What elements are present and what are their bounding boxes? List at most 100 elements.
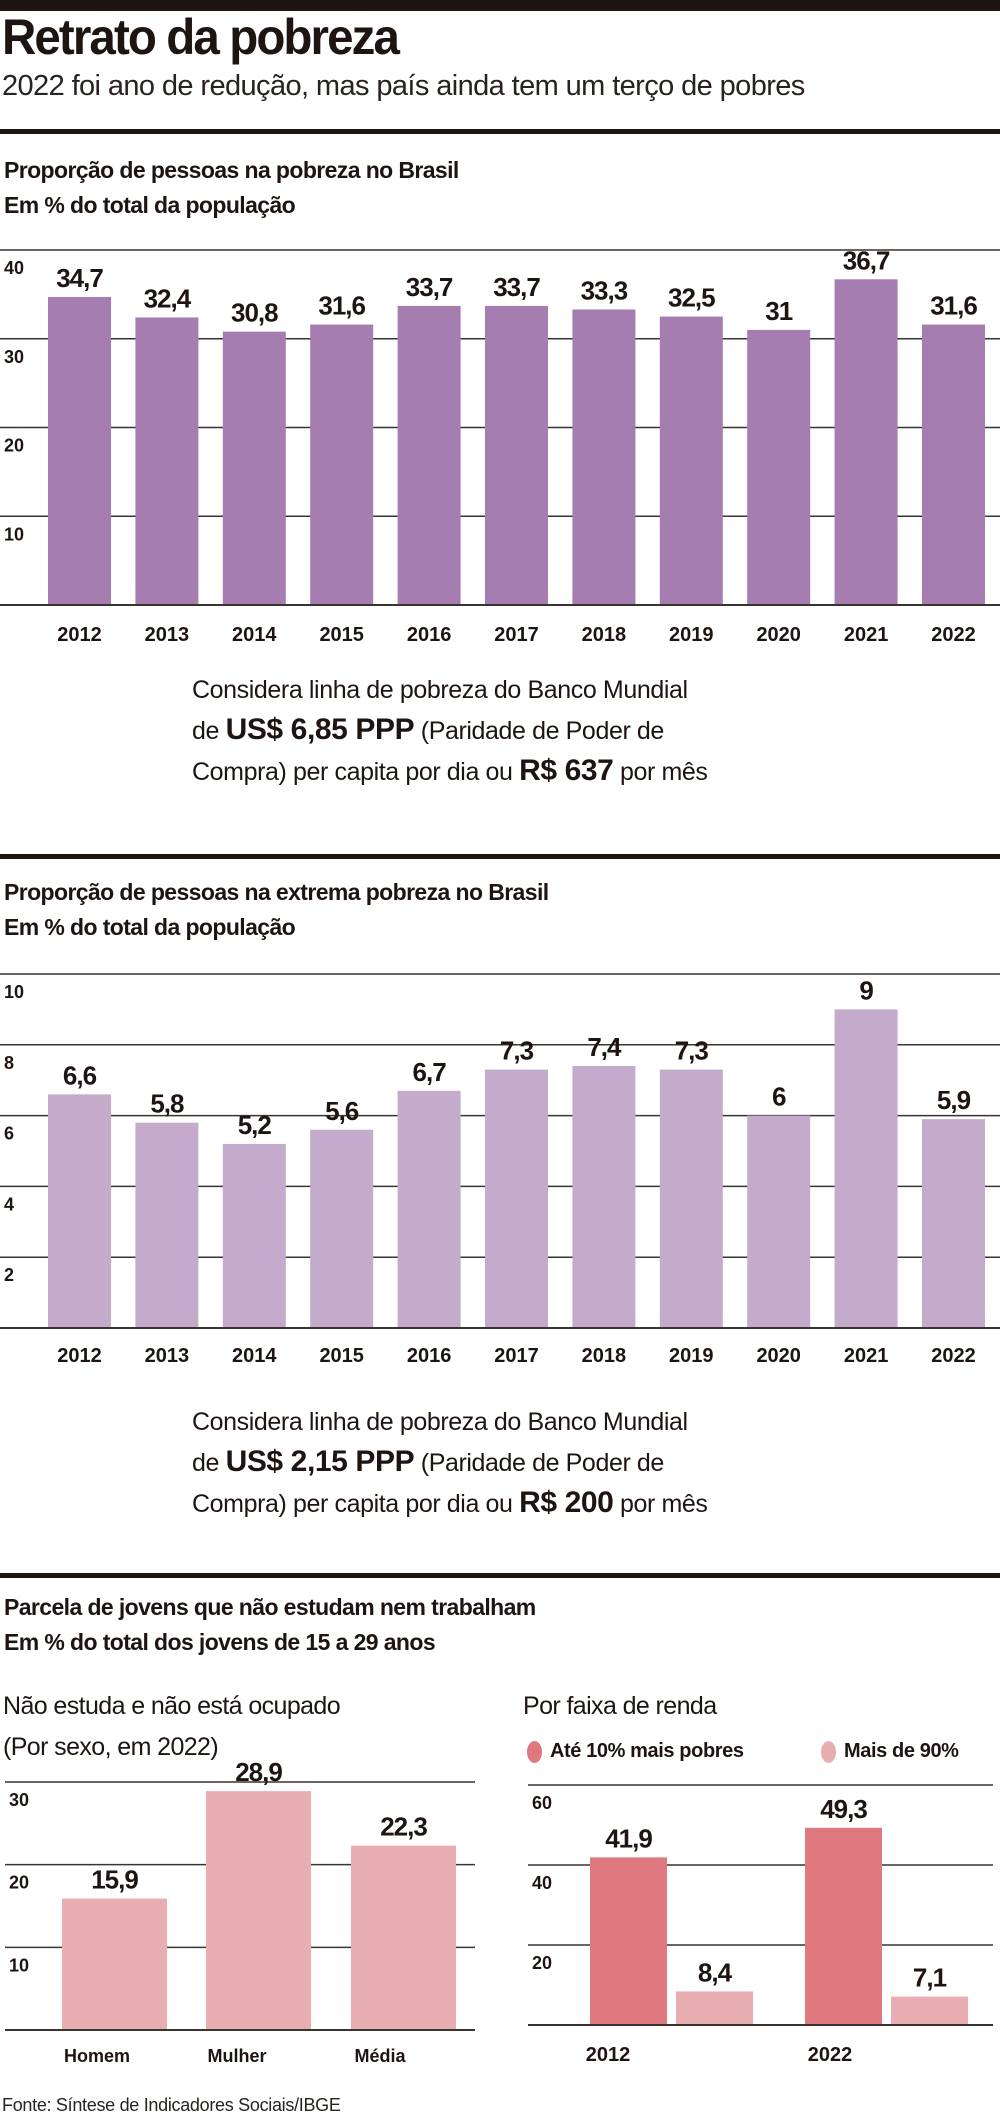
data-label: 5,2: [238, 1110, 272, 1140]
bar: [659, 1069, 723, 1328]
data-label: 33,7: [406, 272, 453, 302]
bar: [48, 1094, 111, 1328]
note-line: Compra) per capita por dia ou R$ 637 por…: [192, 751, 708, 792]
bar: [222, 1143, 286, 1328]
note-text: por mês: [613, 1490, 708, 1518]
note-text: por mês: [613, 758, 708, 786]
section-divider: [0, 129, 1000, 134]
x-tick-label: 2018: [582, 624, 627, 646]
note-text: (Paridade de Poder de: [414, 1449, 665, 1477]
bar: [485, 1069, 548, 1328]
left-chart-title: Não estuda e não está ocupado: [3, 1692, 341, 1720]
bar: [590, 1857, 667, 2025]
data-label: 31,6: [930, 291, 977, 321]
bar: [397, 1090, 461, 1328]
data-label: 5,9: [937, 1085, 971, 1115]
bar: [222, 331, 286, 605]
source-note: Fonte: Síntese de Indicadores Sociais/IB…: [2, 2095, 341, 2115]
x-tick-label: 2021: [844, 624, 889, 646]
x-tick-label: 2019: [669, 1345, 714, 1367]
bar: [310, 1129, 374, 1328]
data-label: 31,6: [318, 291, 365, 321]
bar: [659, 316, 723, 605]
bar: [485, 305, 548, 605]
x-tick-label: 2014: [232, 624, 277, 646]
x-tick-label: 2016: [407, 624, 452, 646]
data-label: 31: [765, 296, 792, 326]
bar: [922, 324, 985, 605]
data-label: 7,3: [675, 1036, 709, 1066]
x-tick-label: Homem: [64, 2046, 130, 2066]
note-highlight: R$ 637: [519, 754, 614, 787]
data-label: 28,9: [235, 1757, 282, 1787]
y-tick-label: 20: [9, 1873, 29, 1893]
x-tick-label: 2012: [57, 1345, 102, 1367]
bar: [206, 1791, 311, 2030]
data-label: 8,4: [698, 1957, 733, 1987]
page-title: Retrato da pobreza: [2, 9, 400, 65]
y-tick-label: 10: [4, 524, 24, 544]
bar: [922, 1119, 985, 1328]
bar: [891, 1996, 968, 2025]
data-label: 32,5: [668, 283, 715, 313]
legend-item-poorest: Até 10% mais pobres: [527, 1740, 744, 1763]
data-label: 33,3: [581, 275, 628, 305]
y-tick-label: 60: [532, 1793, 552, 1813]
note-highlight: R$ 200: [519, 1486, 614, 1519]
chart2-unit: Em % do total da população: [4, 914, 296, 940]
x-tick-label: 2019: [669, 624, 714, 646]
y-tick-label: 8: [4, 1053, 14, 1073]
data-label: 6,6: [63, 1060, 97, 1090]
x-tick-label: 2017: [494, 624, 539, 646]
note-line: Considera linha de pobreza do Banco Mund…: [192, 1408, 688, 1436]
legend-dot-icon: [821, 1740, 836, 1763]
data-label: 15,9: [91, 1865, 138, 1895]
y-tick-label: 10: [9, 1955, 29, 1975]
x-tick-label: 2014: [232, 1345, 277, 1367]
data-label: 6: [772, 1082, 786, 1112]
bar: [834, 279, 898, 605]
top-rule: [0, 0, 1000, 11]
bar: [572, 1066, 636, 1328]
data-label: 7,3: [500, 1036, 534, 1066]
note-highlight: US$ 6,85 PPP: [225, 713, 415, 746]
note-text: Compra) per capita por dia ou: [192, 1490, 520, 1518]
legend-dot-icon: [527, 1740, 542, 1763]
x-tick-label: Média: [354, 2046, 406, 2066]
y-tick-label: 20: [532, 1953, 552, 1973]
note-line: de US$ 6,85 PPP (Paridade de Poder de: [192, 710, 707, 751]
data-label: 41,9: [605, 1823, 652, 1853]
note-text: (Paridade de Poder de: [414, 717, 665, 745]
y-tick-label: 2: [4, 1265, 14, 1285]
left-chart-subtitle: (Por sexo, em 2022): [3, 1733, 219, 1761]
x-tick-label: 2020: [756, 1345, 801, 1367]
x-tick-label: 2017: [494, 1345, 539, 1367]
bar: [834, 1009, 898, 1328]
chart2-note: Considera linha de pobreza do Banco Mund…: [192, 1402, 708, 1524]
x-tick-label: 2022: [931, 624, 976, 646]
x-tick-label: 2016: [407, 1345, 452, 1367]
note-text: Compra) per capita por dia ou: [192, 758, 520, 786]
data-label: 30,8: [231, 298, 278, 328]
y-tick-label: 10: [4, 982, 24, 1002]
x-tick-label: 2013: [145, 1345, 190, 1367]
note-highlight: US$ 2,15 PPP: [225, 1445, 415, 1478]
chart1-unit: Em % do total da população: [4, 192, 296, 218]
x-tick-label: 2018: [582, 1345, 627, 1367]
y-tick-label: 40: [532, 1873, 552, 1893]
note-line: de US$ 2,15 PPP (Paridade de Poder de: [192, 1442, 707, 1483]
legend-label: Mais de 90%: [844, 1740, 959, 1762]
chart2-title: Proporção de pessoas na extrema pobreza …: [4, 879, 549, 905]
data-label: 5,6: [325, 1096, 359, 1126]
data-label: 6,7: [413, 1057, 447, 1087]
x-tick-label: 2020: [756, 624, 801, 646]
y-tick-label: 4: [4, 1194, 14, 1214]
chart3-title: Parcela de jovens que não estudam nem tr…: [4, 1594, 536, 1620]
bar: [310, 324, 374, 605]
bar: [747, 1115, 811, 1328]
section-divider: [0, 1573, 1000, 1578]
x-tick-label: Mulher: [207, 2046, 266, 2066]
y-tick-label: 6: [4, 1124, 14, 1144]
x-tick-label: 2015: [319, 1345, 364, 1367]
